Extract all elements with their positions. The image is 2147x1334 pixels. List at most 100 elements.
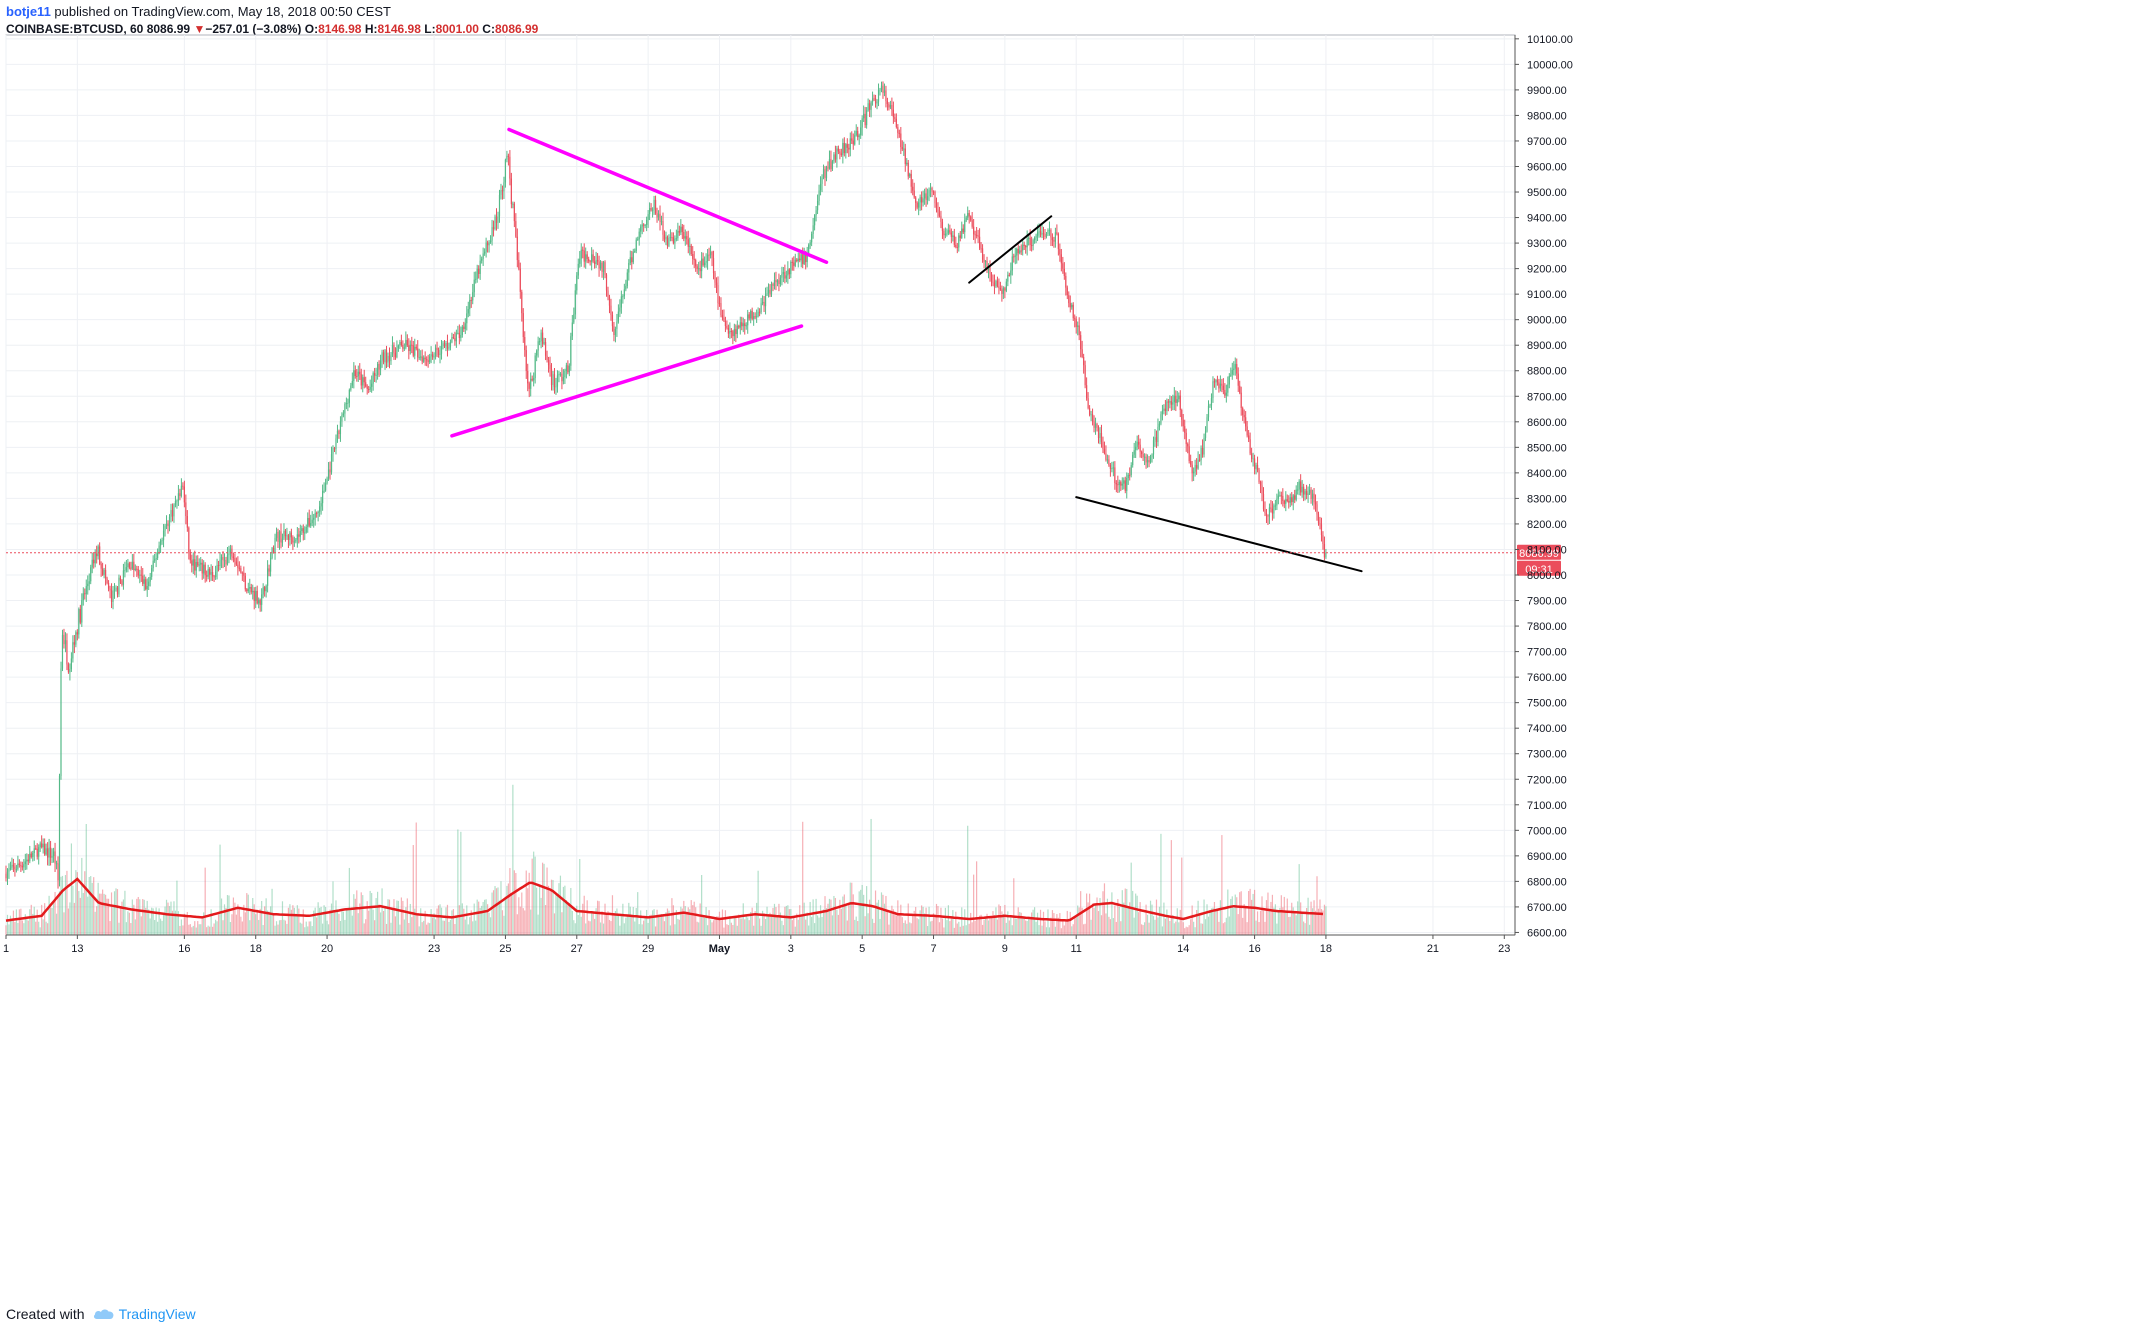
volume-bar xyxy=(414,908,416,935)
candle-body xyxy=(70,658,73,670)
volume-bar xyxy=(1187,927,1189,935)
candle-body xyxy=(918,202,920,208)
volume-bar xyxy=(127,911,129,935)
volume-bar xyxy=(73,902,75,935)
volume-bar xyxy=(504,896,507,935)
candle-body xyxy=(1237,373,1239,386)
candle-body xyxy=(1200,448,1202,461)
candle-body xyxy=(675,238,677,240)
candle-body xyxy=(458,332,460,338)
candle-body xyxy=(1295,489,1297,500)
candle-body xyxy=(6,871,9,879)
candle-body xyxy=(317,511,319,514)
candle-body xyxy=(659,213,661,222)
candle-body xyxy=(406,339,408,346)
volume-bar xyxy=(519,906,521,935)
price-tick-label: 9000.00 xyxy=(1527,315,1567,327)
drawing-tools[interactable] xyxy=(450,127,1363,573)
volume-bar xyxy=(776,915,779,935)
volume-bar xyxy=(541,862,544,935)
candle-body xyxy=(469,299,471,310)
candle-body xyxy=(717,285,719,303)
author-name[interactable]: botje11 xyxy=(6,4,51,19)
candle-body xyxy=(937,209,939,213)
candle-body xyxy=(51,856,53,858)
candle-body xyxy=(485,242,487,252)
volume-bar xyxy=(861,884,863,935)
candle-body xyxy=(403,347,405,349)
candle-body xyxy=(778,280,780,284)
volume-bar xyxy=(284,920,287,935)
candle-body xyxy=(877,90,880,102)
volume-bar xyxy=(1306,907,1308,935)
candle-body xyxy=(738,325,740,328)
candle-body xyxy=(837,148,839,152)
volume-bar xyxy=(860,889,862,935)
descending-support-line[interactable] xyxy=(1075,496,1363,573)
volume-bar xyxy=(794,926,796,935)
candle-body xyxy=(119,577,122,581)
tradingview-brand[interactable]: TradingView xyxy=(93,1306,196,1322)
candle-body xyxy=(851,138,853,141)
volume-bar xyxy=(530,909,532,935)
chart-axes[interactable]: 6600.006700.006800.006900.007000.007100.… xyxy=(3,34,1573,955)
price-tick-label: 9300.00 xyxy=(1527,238,1567,250)
volume-bar xyxy=(750,912,752,935)
candle-body xyxy=(305,526,307,533)
triangle-upper-line[interactable] xyxy=(507,127,829,264)
volume-bar xyxy=(311,926,313,935)
volume-bar xyxy=(110,892,113,935)
candle-body xyxy=(1311,493,1314,499)
candle-body xyxy=(375,374,377,376)
volume-bar xyxy=(993,915,996,935)
volume-bar xyxy=(1224,922,1226,935)
volume-bar xyxy=(949,921,951,935)
price-tick-label: 8300.00 xyxy=(1527,493,1567,505)
low-value: 8001.00 xyxy=(435,22,479,36)
volume-bar xyxy=(698,922,700,935)
candle-body xyxy=(753,316,755,319)
candle-body xyxy=(699,268,701,272)
volume-bar xyxy=(687,907,689,935)
candle-body xyxy=(1145,456,1147,463)
volume-bar xyxy=(9,915,12,935)
volume-bar xyxy=(928,906,930,935)
volume-bar xyxy=(956,923,958,935)
candle-body xyxy=(1163,408,1165,411)
triangle-lower-line[interactable] xyxy=(450,324,804,438)
candle-body xyxy=(614,328,617,336)
candle-body xyxy=(420,356,422,358)
candle-body xyxy=(592,254,594,262)
volume-bar xyxy=(938,922,941,935)
candle-body xyxy=(400,341,402,345)
volume-bar xyxy=(1237,914,1239,935)
candle-body xyxy=(319,506,321,512)
volume-bar xyxy=(759,918,761,935)
volume-bar xyxy=(882,894,884,935)
volume-bar xyxy=(989,916,991,935)
volume-bar xyxy=(118,922,120,935)
rising-short-trendline[interactable] xyxy=(968,215,1053,284)
volume-bar xyxy=(36,909,38,935)
candle-body xyxy=(310,523,312,526)
candle-body xyxy=(1130,465,1132,475)
volume-bar xyxy=(400,897,402,935)
volume-bar xyxy=(484,899,486,935)
volume-bar xyxy=(591,911,593,935)
candle-body xyxy=(1316,504,1318,515)
volume-bar xyxy=(216,921,218,935)
volume-bar xyxy=(454,924,456,935)
candle-body xyxy=(429,356,431,363)
candle-body xyxy=(1194,465,1196,472)
volume-bar xyxy=(934,914,936,935)
volume-bar xyxy=(51,907,53,935)
volume-bar xyxy=(18,909,20,935)
volume-bar xyxy=(1267,892,1269,935)
volume-bar xyxy=(113,891,116,935)
candle-body xyxy=(378,363,380,370)
volume-bar xyxy=(1167,916,1169,935)
volume-bar xyxy=(1206,904,1208,935)
volume-bar xyxy=(579,858,581,935)
volume-bar xyxy=(1026,921,1028,935)
